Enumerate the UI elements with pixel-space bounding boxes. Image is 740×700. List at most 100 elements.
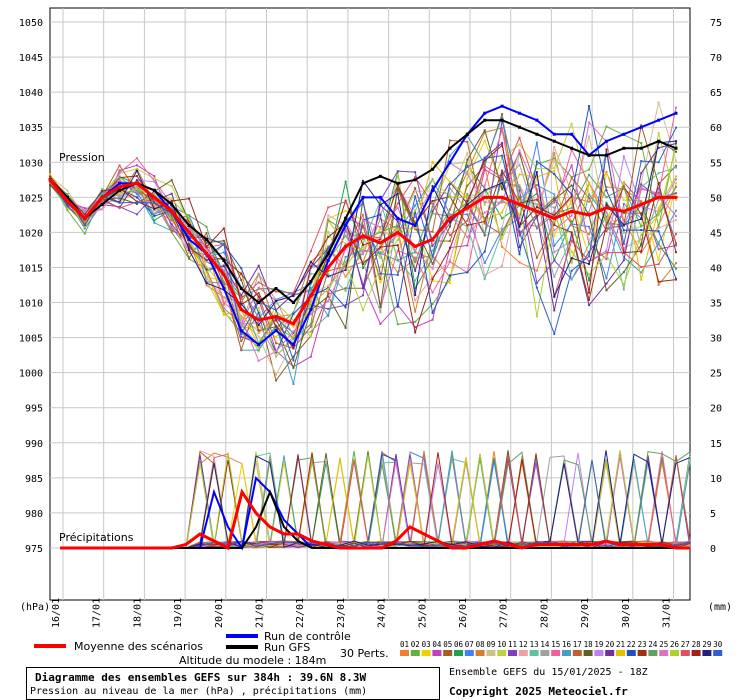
pert-point (222, 257, 225, 260)
pert-point (222, 263, 225, 266)
pert-point (257, 329, 260, 332)
series-point (570, 209, 574, 213)
pert-point (396, 273, 399, 276)
pert-point (640, 225, 643, 228)
pert-point (292, 324, 295, 327)
pert-point (153, 175, 156, 178)
pert-point (553, 251, 556, 254)
pert-point (309, 311, 312, 314)
pert-point (466, 193, 469, 196)
pert-point (101, 208, 104, 211)
pert-point (640, 186, 643, 189)
pert-point (622, 203, 625, 206)
pert-point (448, 183, 451, 186)
series-point (465, 206, 469, 210)
pert-point (396, 234, 399, 237)
pert-point (379, 228, 382, 231)
pert-point (553, 213, 556, 216)
pert-point (327, 299, 330, 302)
pert-point (588, 105, 591, 108)
pert-point (431, 303, 434, 306)
pert-point (379, 277, 382, 280)
pert-point (622, 283, 625, 286)
pert-legend: 01 02 03 04 05 06 07 08 09 10 11 12 13 14 15 16 17 18 19 20… (400, 640, 723, 656)
pert-point (588, 233, 591, 236)
left-tick-label: 985 (25, 474, 43, 485)
pert-point (518, 196, 521, 199)
pert-point (101, 192, 104, 195)
legend-mean-label: Moyenne des scénarios (74, 640, 203, 653)
pert-point (327, 290, 330, 293)
pert-point (309, 286, 312, 289)
pert-point (501, 245, 504, 248)
pert-point (588, 263, 591, 266)
series-point (48, 178, 52, 182)
series-point (222, 258, 226, 262)
pert-point (588, 211, 591, 214)
pert-point (605, 218, 608, 221)
series-point (622, 132, 626, 136)
pert-point (153, 177, 156, 180)
pert-point (257, 292, 260, 295)
pert-point (205, 232, 208, 235)
pert-point (222, 301, 225, 304)
pert-point (466, 201, 469, 204)
series-point (222, 287, 226, 291)
pert-point (205, 245, 208, 248)
pert-swatch (400, 650, 409, 656)
pert-point (657, 187, 660, 190)
x-tick-label: 31/01 (662, 598, 673, 628)
series-point (274, 315, 278, 319)
pert-point (222, 313, 225, 316)
series-point (187, 237, 191, 241)
pert-point (135, 187, 138, 190)
pert-point (657, 243, 660, 246)
pert-point (170, 199, 173, 202)
pert-point (309, 265, 312, 268)
pert-point (327, 307, 330, 310)
pert-number: 06 (454, 640, 464, 649)
pert-point (240, 322, 243, 325)
pert-point (257, 287, 260, 290)
pert-point (570, 269, 573, 272)
pert-point (588, 182, 591, 185)
pert-point (275, 325, 278, 328)
pert-point (257, 335, 260, 338)
pert-point (240, 314, 243, 317)
pert-point (292, 330, 295, 333)
pert-point (153, 202, 156, 205)
series-point (378, 174, 382, 178)
pert-point (275, 299, 278, 302)
pert-point (344, 275, 347, 278)
pert-point (292, 293, 295, 296)
perts-label: 30 Perts. (340, 647, 389, 660)
pert-point (518, 230, 521, 233)
pert-number: 01 (400, 640, 409, 649)
pert-point (448, 282, 451, 285)
pert-point (640, 124, 643, 127)
series-point (535, 209, 539, 213)
pert-point (588, 255, 591, 258)
pert-point (553, 309, 556, 312)
pert-point (588, 200, 591, 203)
pert-point (257, 359, 260, 362)
right-tick-label: 65 (710, 88, 722, 99)
pert-swatch (702, 650, 712, 656)
pert-point (466, 158, 469, 161)
pert-point (518, 199, 521, 202)
pert-point (309, 302, 312, 305)
series-point (535, 132, 539, 136)
series-point (274, 329, 278, 333)
pert-point (275, 342, 278, 345)
pert-point (362, 179, 364, 182)
pert-point (501, 228, 504, 231)
left-tick-label: 1025 (19, 193, 43, 204)
pert-swatch (691, 650, 701, 656)
series-point (291, 301, 295, 305)
series-point (448, 146, 452, 150)
pert-point (466, 173, 469, 176)
pert-point (414, 250, 417, 253)
series-point (118, 185, 122, 189)
pert-point (379, 237, 382, 240)
pert-point (170, 192, 173, 195)
